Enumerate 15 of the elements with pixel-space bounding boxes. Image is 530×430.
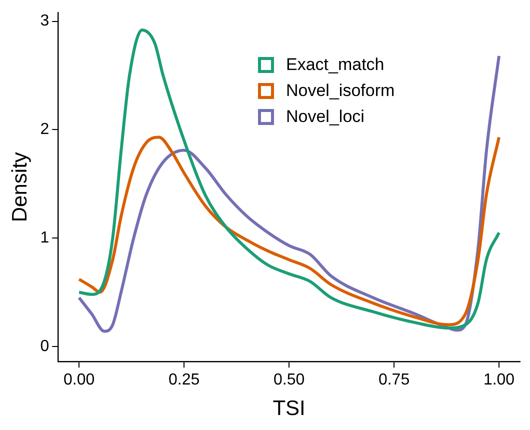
y-tick-label: 2 (40, 121, 50, 138)
legend-label: Novel_loci (286, 106, 364, 128)
x-tick-label: 0.00 (64, 372, 95, 389)
legend-label: Novel_isoform (286, 80, 395, 102)
legend-label: Exact_match (286, 54, 384, 76)
line-series (78, 136, 501, 326)
y-tick-label: 0 (40, 338, 50, 355)
y-axis-title: Density (8, 152, 32, 222)
x-axis-title: TSI (272, 397, 306, 420)
x-tick-label: 0.25 (168, 372, 200, 389)
y-tick-label: 1 (40, 229, 50, 246)
x-tick-label: 1.00 (483, 372, 515, 389)
x-tick-label: 0.75 (378, 372, 410, 389)
y-tick-label: 3 (40, 12, 50, 30)
x-tick-label: 0.50 (273, 372, 305, 389)
